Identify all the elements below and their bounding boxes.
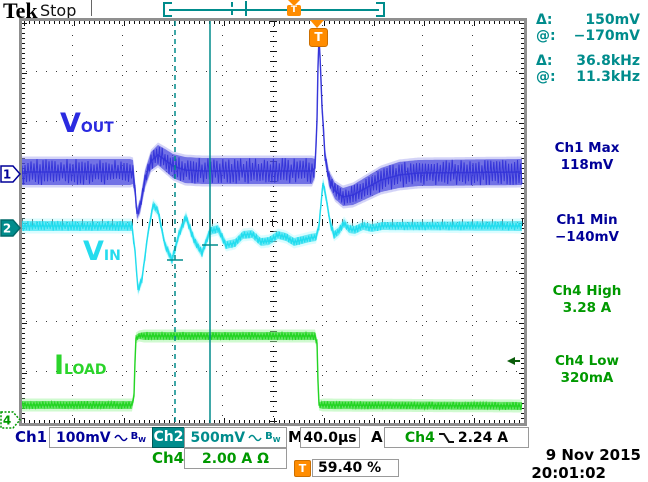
ch4-label: Ch4 <box>152 449 185 467</box>
timebase-label: M <box>288 428 303 446</box>
trigger-position-badge-icon: T <box>294 460 311 477</box>
svg-text:4: 4 <box>3 414 11 428</box>
timebase-readout: 40.0µs <box>300 427 360 448</box>
ch2-ac-coupling-icon <box>248 434 262 441</box>
record-view-right-bracket <box>376 2 385 17</box>
ch2-ground-marker: 2 <box>0 219 21 237</box>
measurement-ch4-high: Ch4 High 3.28 A <box>552 283 622 316</box>
ch2-scale-readout: 500mV BW <box>184 427 287 448</box>
measurement-ch4-low: Ch4 Low 320mA <box>555 353 619 386</box>
ch1-scale-readout: 100mV BW <box>49 427 153 448</box>
vout-label: VOUT <box>60 108 114 139</box>
ch4-ground-marker: 4 <box>0 411 21 429</box>
record-view-cursor2-tick <box>245 1 247 16</box>
measurement-ch1-max: Ch1 Max 118mV <box>554 140 620 173</box>
record-view-cursor1-tick <box>231 2 233 15</box>
cursor-delta-f: Δ: 36.8kHz <box>536 53 640 69</box>
record-view-trigger-icon: T <box>287 5 301 16</box>
cursor-at-v: @: −170mV <box>536 28 640 44</box>
vin-label: VIN <box>83 236 121 267</box>
svg-text:1: 1 <box>3 168 11 182</box>
date-readout: 9 Nov 2015 <box>545 446 641 464</box>
graticule-frame <box>19 18 527 426</box>
measurement-ch1-min: Ch1 Min −140mV <box>554 212 619 245</box>
ch1-bandwidth-limit-icon: BW <box>130 431 146 444</box>
waveform-display <box>21 21 524 423</box>
falling-edge-icon <box>438 432 454 443</box>
record-view-line <box>169 9 379 11</box>
record-view-left-bracket <box>163 2 172 17</box>
tek-logo: Tek <box>3 0 38 23</box>
cursor-delta-v: Δ: 150mV <box>536 12 640 28</box>
trigger-readout: Ch4 2.24 A <box>384 427 529 448</box>
cursor-at-f: @: 11.3kHz <box>536 69 640 85</box>
trigger-position-readout: 59.40 % <box>312 459 399 477</box>
record-view-trigger-arrow-icon <box>288 0 300 6</box>
ch2-label: Ch2 <box>152 427 185 448</box>
acquisition-status: Stop <box>40 1 77 20</box>
ch1-ac-coupling-icon <box>113 434 128 441</box>
ch2-bandwidth-limit-icon: BW <box>265 431 281 444</box>
ch1-ground-marker: 1 <box>0 165 21 183</box>
iload-label: ILOAD <box>54 350 107 381</box>
cursor-readout-block: Δ: 150mV @: −170mV Δ: 36.8kHz @: 11.3kHz <box>528 12 646 85</box>
header-divider <box>91 0 92 16</box>
svg-text:2: 2 <box>3 222 11 236</box>
time-readout: 20:01:02 <box>531 464 606 482</box>
acquisition-mode-label: A <box>371 428 383 446</box>
ch4-scale-readout: 2.00 A Ω <box>184 448 287 469</box>
trigger-position-icon: T <box>309 28 328 47</box>
trigger-position-arrow-icon <box>310 20 324 28</box>
ch1-label: Ch1 <box>15 428 48 446</box>
